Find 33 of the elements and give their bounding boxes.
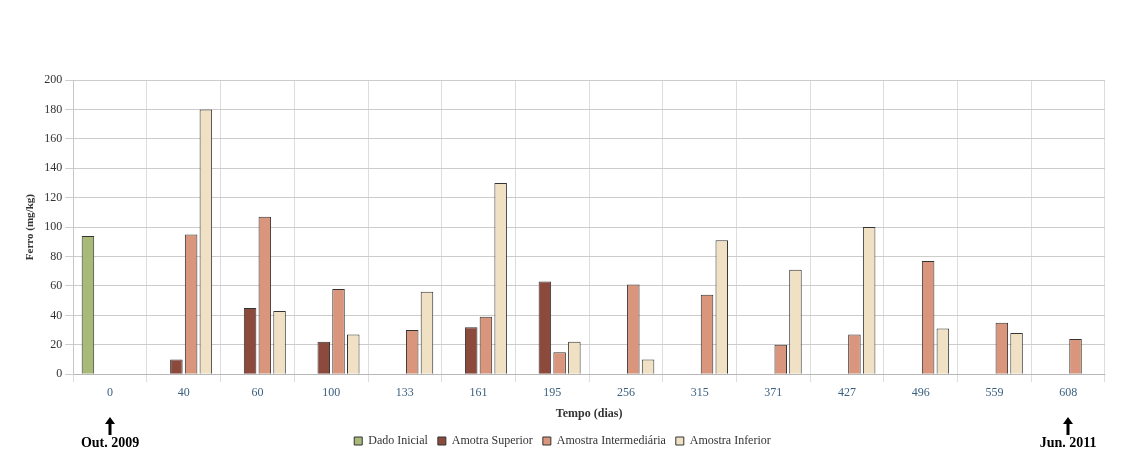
y-tick-label: 100 (44, 219, 63, 234)
x-tick-label: 608 (1059, 384, 1078, 399)
legend-label: Amostra Inferior (689, 433, 771, 448)
y-tick-label: 200 (44, 72, 63, 87)
y-tick-label: 60 (50, 278, 63, 293)
x-tick-label: 0 (107, 384, 114, 399)
x-tick-label: 100 (322, 384, 341, 399)
legend-label: Dado Inicial (368, 433, 429, 448)
x-tick-label: 60 (251, 384, 264, 399)
y-tick-label: 160 (44, 131, 63, 145)
y-tick-label: 140 (44, 160, 63, 175)
legend-label: Amotra Superior (451, 433, 533, 448)
text: Jun. 2011 (1039, 435, 1097, 451)
legend-label: Amostra Intermediária (556, 433, 667, 448)
x-tick-label: 315 (690, 384, 709, 399)
x-tick-label: 427 (838, 384, 857, 399)
x-tick-label: 195 (543, 384, 562, 399)
y-tick-label: 40 (50, 307, 63, 322)
x-tick-label: 40 (177, 384, 190, 399)
y-axis-title: Ferro (mg/kg) (23, 193, 37, 261)
x-tick-label: 496 (911, 384, 930, 399)
y-tick-label: 80 (50, 248, 63, 263)
y-tick-label: 180 (44, 101, 63, 116)
x-tick-label: 161 (469, 384, 488, 399)
text: Out. 2009 (80, 435, 140, 451)
x-tick-label: 256 (616, 384, 635, 399)
x-tick-label: 371 (764, 384, 783, 399)
x-axis-title: Tempo (dias) (555, 405, 623, 420)
y-tick-label: 20 (50, 336, 63, 351)
y-tick-label: 120 (44, 189, 63, 204)
x-tick-label: 133 (395, 384, 414, 399)
x-tick-label: 559 (985, 384, 1004, 399)
y-tick-label: 0 (56, 366, 63, 381)
